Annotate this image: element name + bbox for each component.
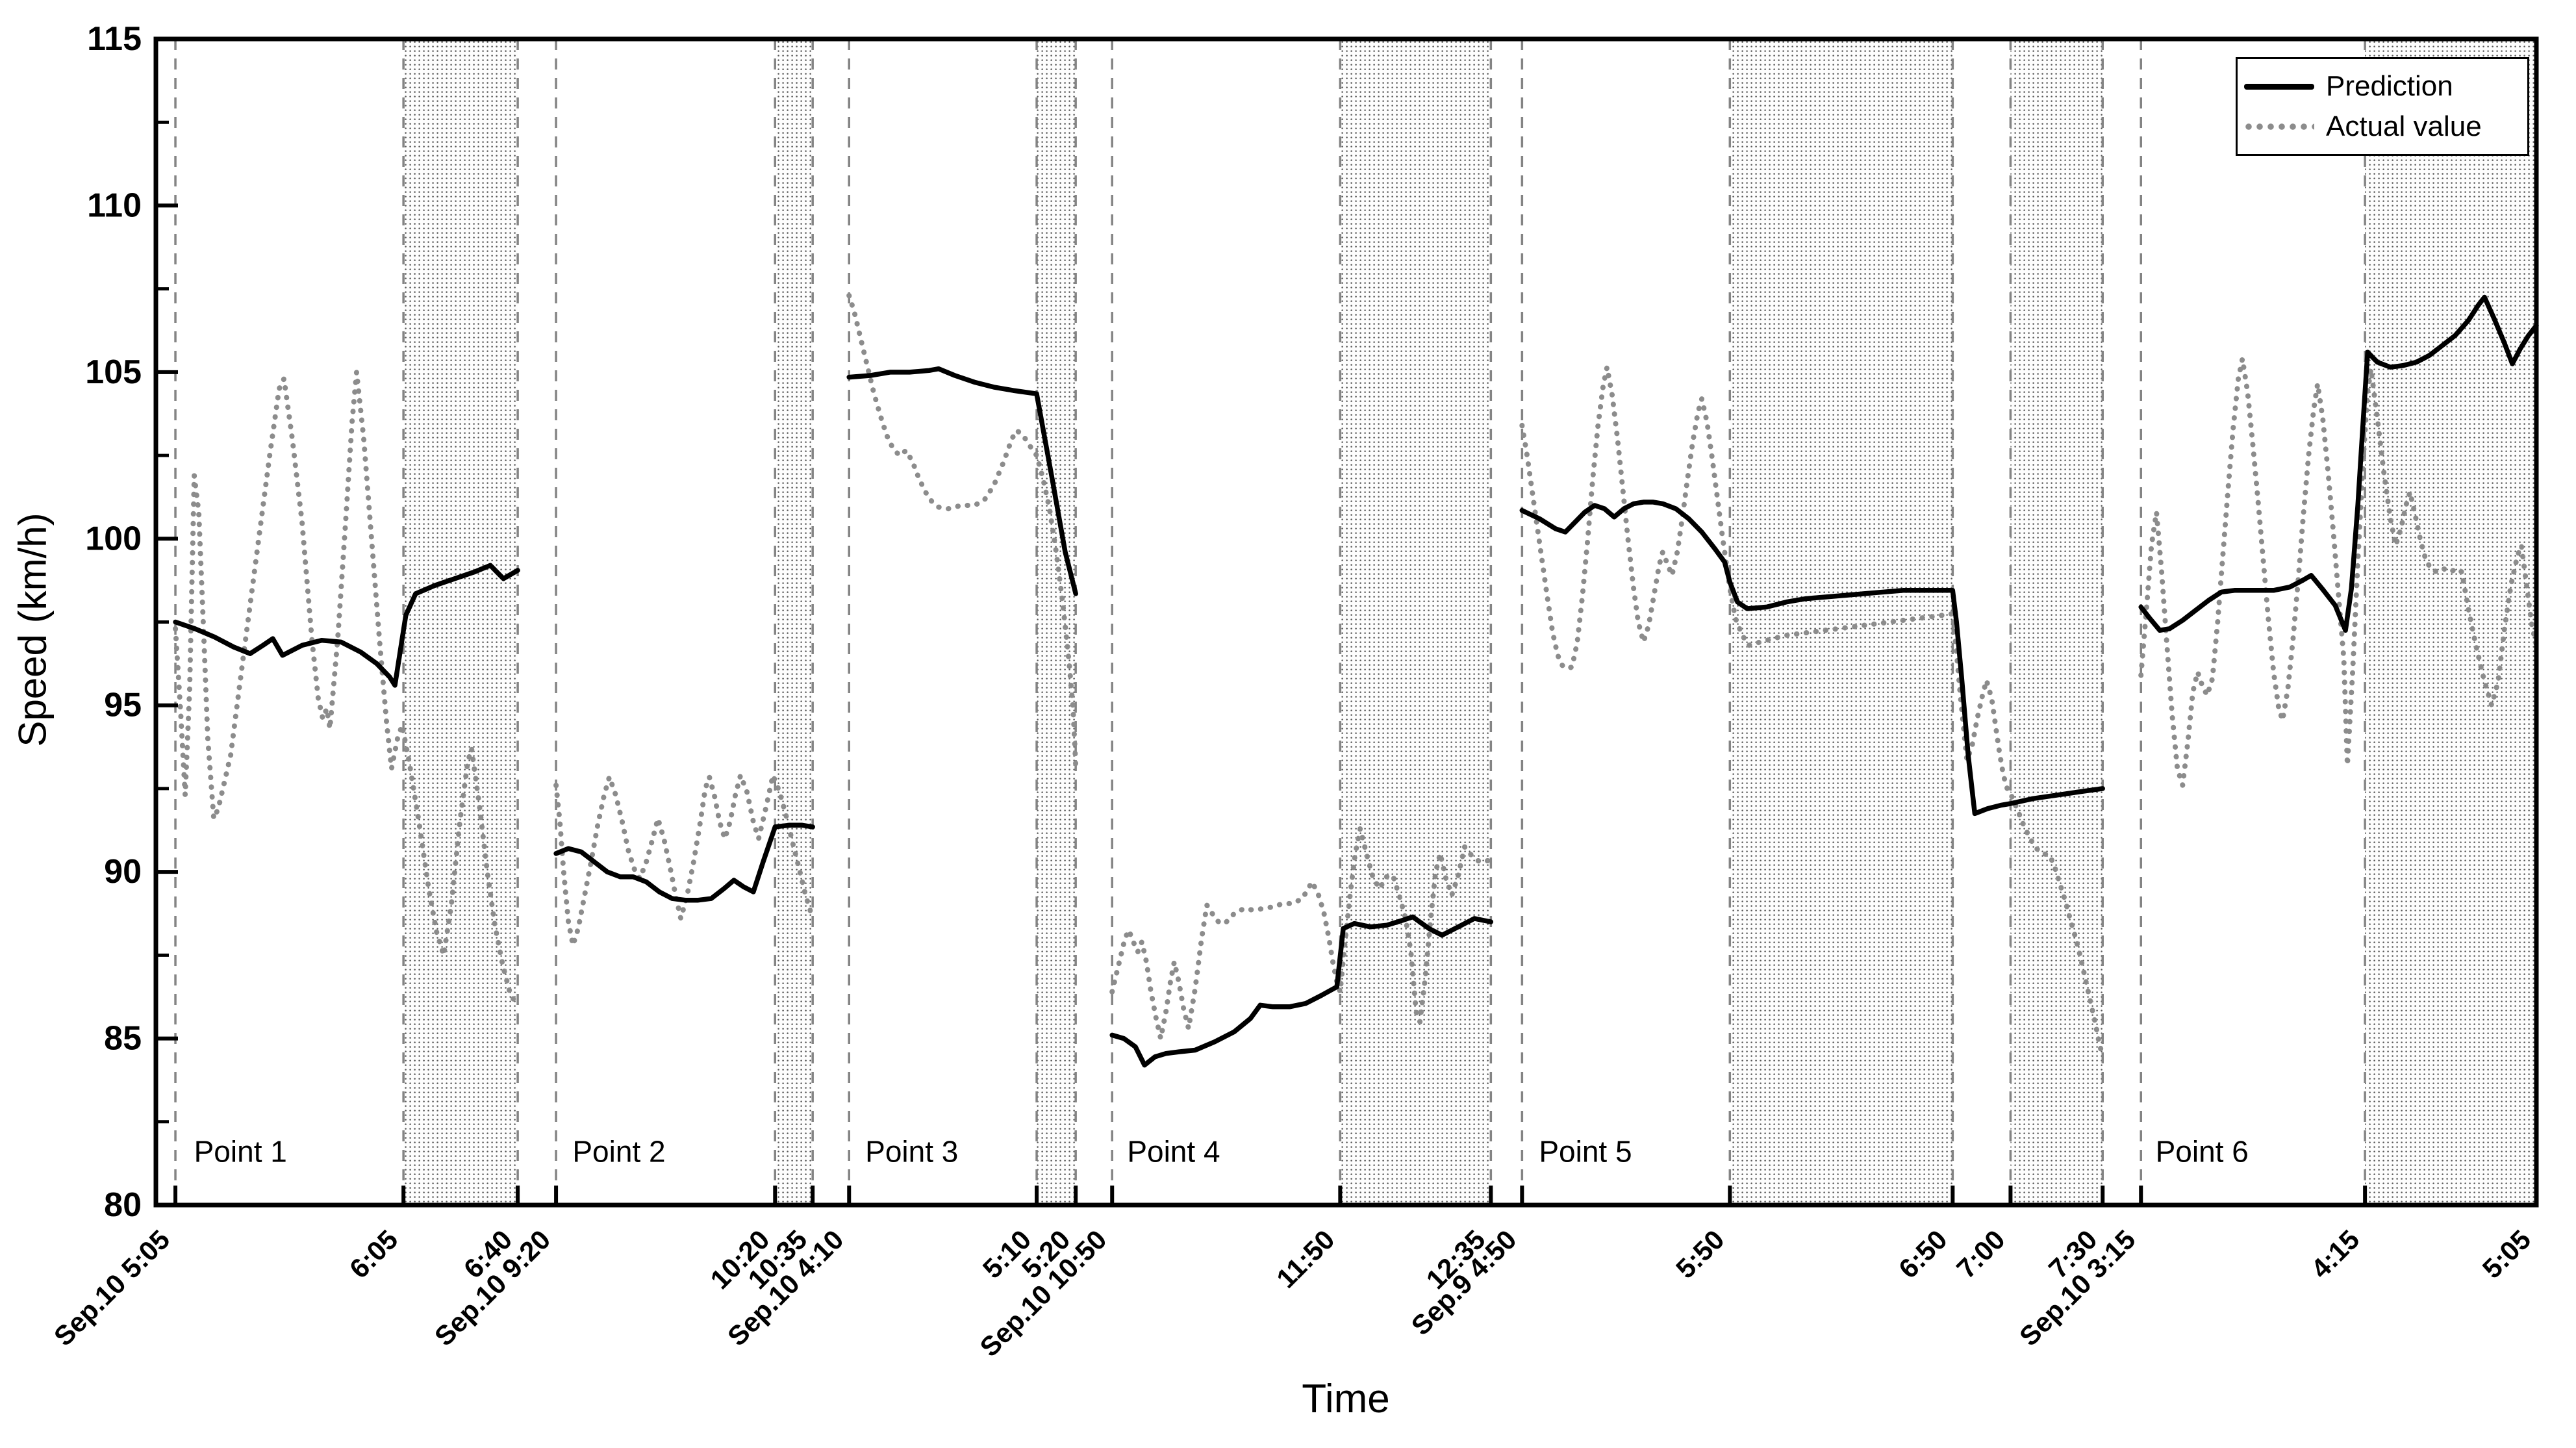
legend-item-prediction: Prediction: [2244, 70, 2521, 103]
prediction-line: [1109, 914, 1494, 1068]
prediction-line: [553, 822, 815, 903]
legend-item-actual: Actual value: [2244, 110, 2521, 144]
x-tick-label: 11:50: [1270, 1224, 1341, 1294]
shaded-band: [403, 39, 518, 1205]
actual-line-sample-icon: [2244, 123, 2314, 130]
data-series: [173, 292, 2539, 1068]
actual-value-line: [553, 772, 816, 948]
prediction-line: [173, 563, 520, 688]
prediction-line: [846, 366, 1078, 596]
legend-prediction-label: Prediction: [2326, 70, 2453, 102]
y-tick-label: 90: [104, 853, 142, 891]
x-axis-title-text: Time: [1302, 1377, 1390, 1421]
y-tick-label: 115: [87, 20, 142, 58]
x-tick-label: 6:50: [1893, 1224, 1953, 1284]
legend-actual-label: Actual value: [2326, 110, 2482, 142]
y-axis-title-text: Speed (km/h): [10, 513, 55, 747]
y-tick-label: 85: [104, 1020, 142, 1058]
y-tick-label: 110: [87, 186, 142, 224]
prediction-line-sample-icon: [2244, 83, 2314, 90]
point-label: Point 1: [194, 1134, 287, 1168]
prediction-line: [2138, 294, 2539, 633]
axis-ticks: [156, 37, 2538, 1207]
x-tick-label: 6:05: [344, 1224, 404, 1284]
prediction-line: [1519, 500, 2105, 817]
y-tick-label: 95: [104, 687, 142, 724]
x-tick-label: Sep.10 5:05: [48, 1224, 176, 1352]
point-label: Point 2: [572, 1134, 665, 1168]
actual-value-line: [173, 369, 521, 1008]
x-tick-label: 5:05: [2477, 1224, 2537, 1284]
shaded-prediction-bands: [403, 39, 2536, 1205]
point-labels: Point 1 Point 2 Point 3 Point 4 Point 5 Point…: [194, 1134, 2249, 1168]
shaded-band: [2365, 39, 2536, 1205]
y-tick-label: 105: [85, 353, 142, 391]
point-label: Point 3: [865, 1134, 958, 1168]
x-tick-label: 5:50: [1670, 1224, 1730, 1284]
actual-value-line: [1519, 364, 2106, 1058]
shaded-band: [1037, 39, 1076, 1205]
actual-value-line: [1109, 826, 1494, 1041]
actual-value-line: [2138, 356, 2539, 788]
y-axis-title: Speed (km/h): [10, 325, 55, 935]
y-tick-label: 80: [104, 1186, 142, 1224]
shaded-band: [1730, 39, 1953, 1205]
x-tick-label: 4:15: [2305, 1224, 2366, 1284]
point-label: Point 4: [1127, 1134, 1220, 1168]
shaded-band: [2010, 39, 2103, 1205]
shaded-band: [1340, 39, 1491, 1205]
y-tick-label: 100: [85, 520, 142, 557]
point-label: Point 5: [1539, 1134, 1632, 1168]
point-label: Point 6: [2156, 1134, 2249, 1168]
shaded-band: [775, 39, 813, 1205]
x-tick-label: 7:00: [1951, 1224, 2011, 1284]
legend: Prediction Actual value: [2236, 57, 2529, 156]
x-axis-title: Time: [1151, 1376, 1541, 1422]
